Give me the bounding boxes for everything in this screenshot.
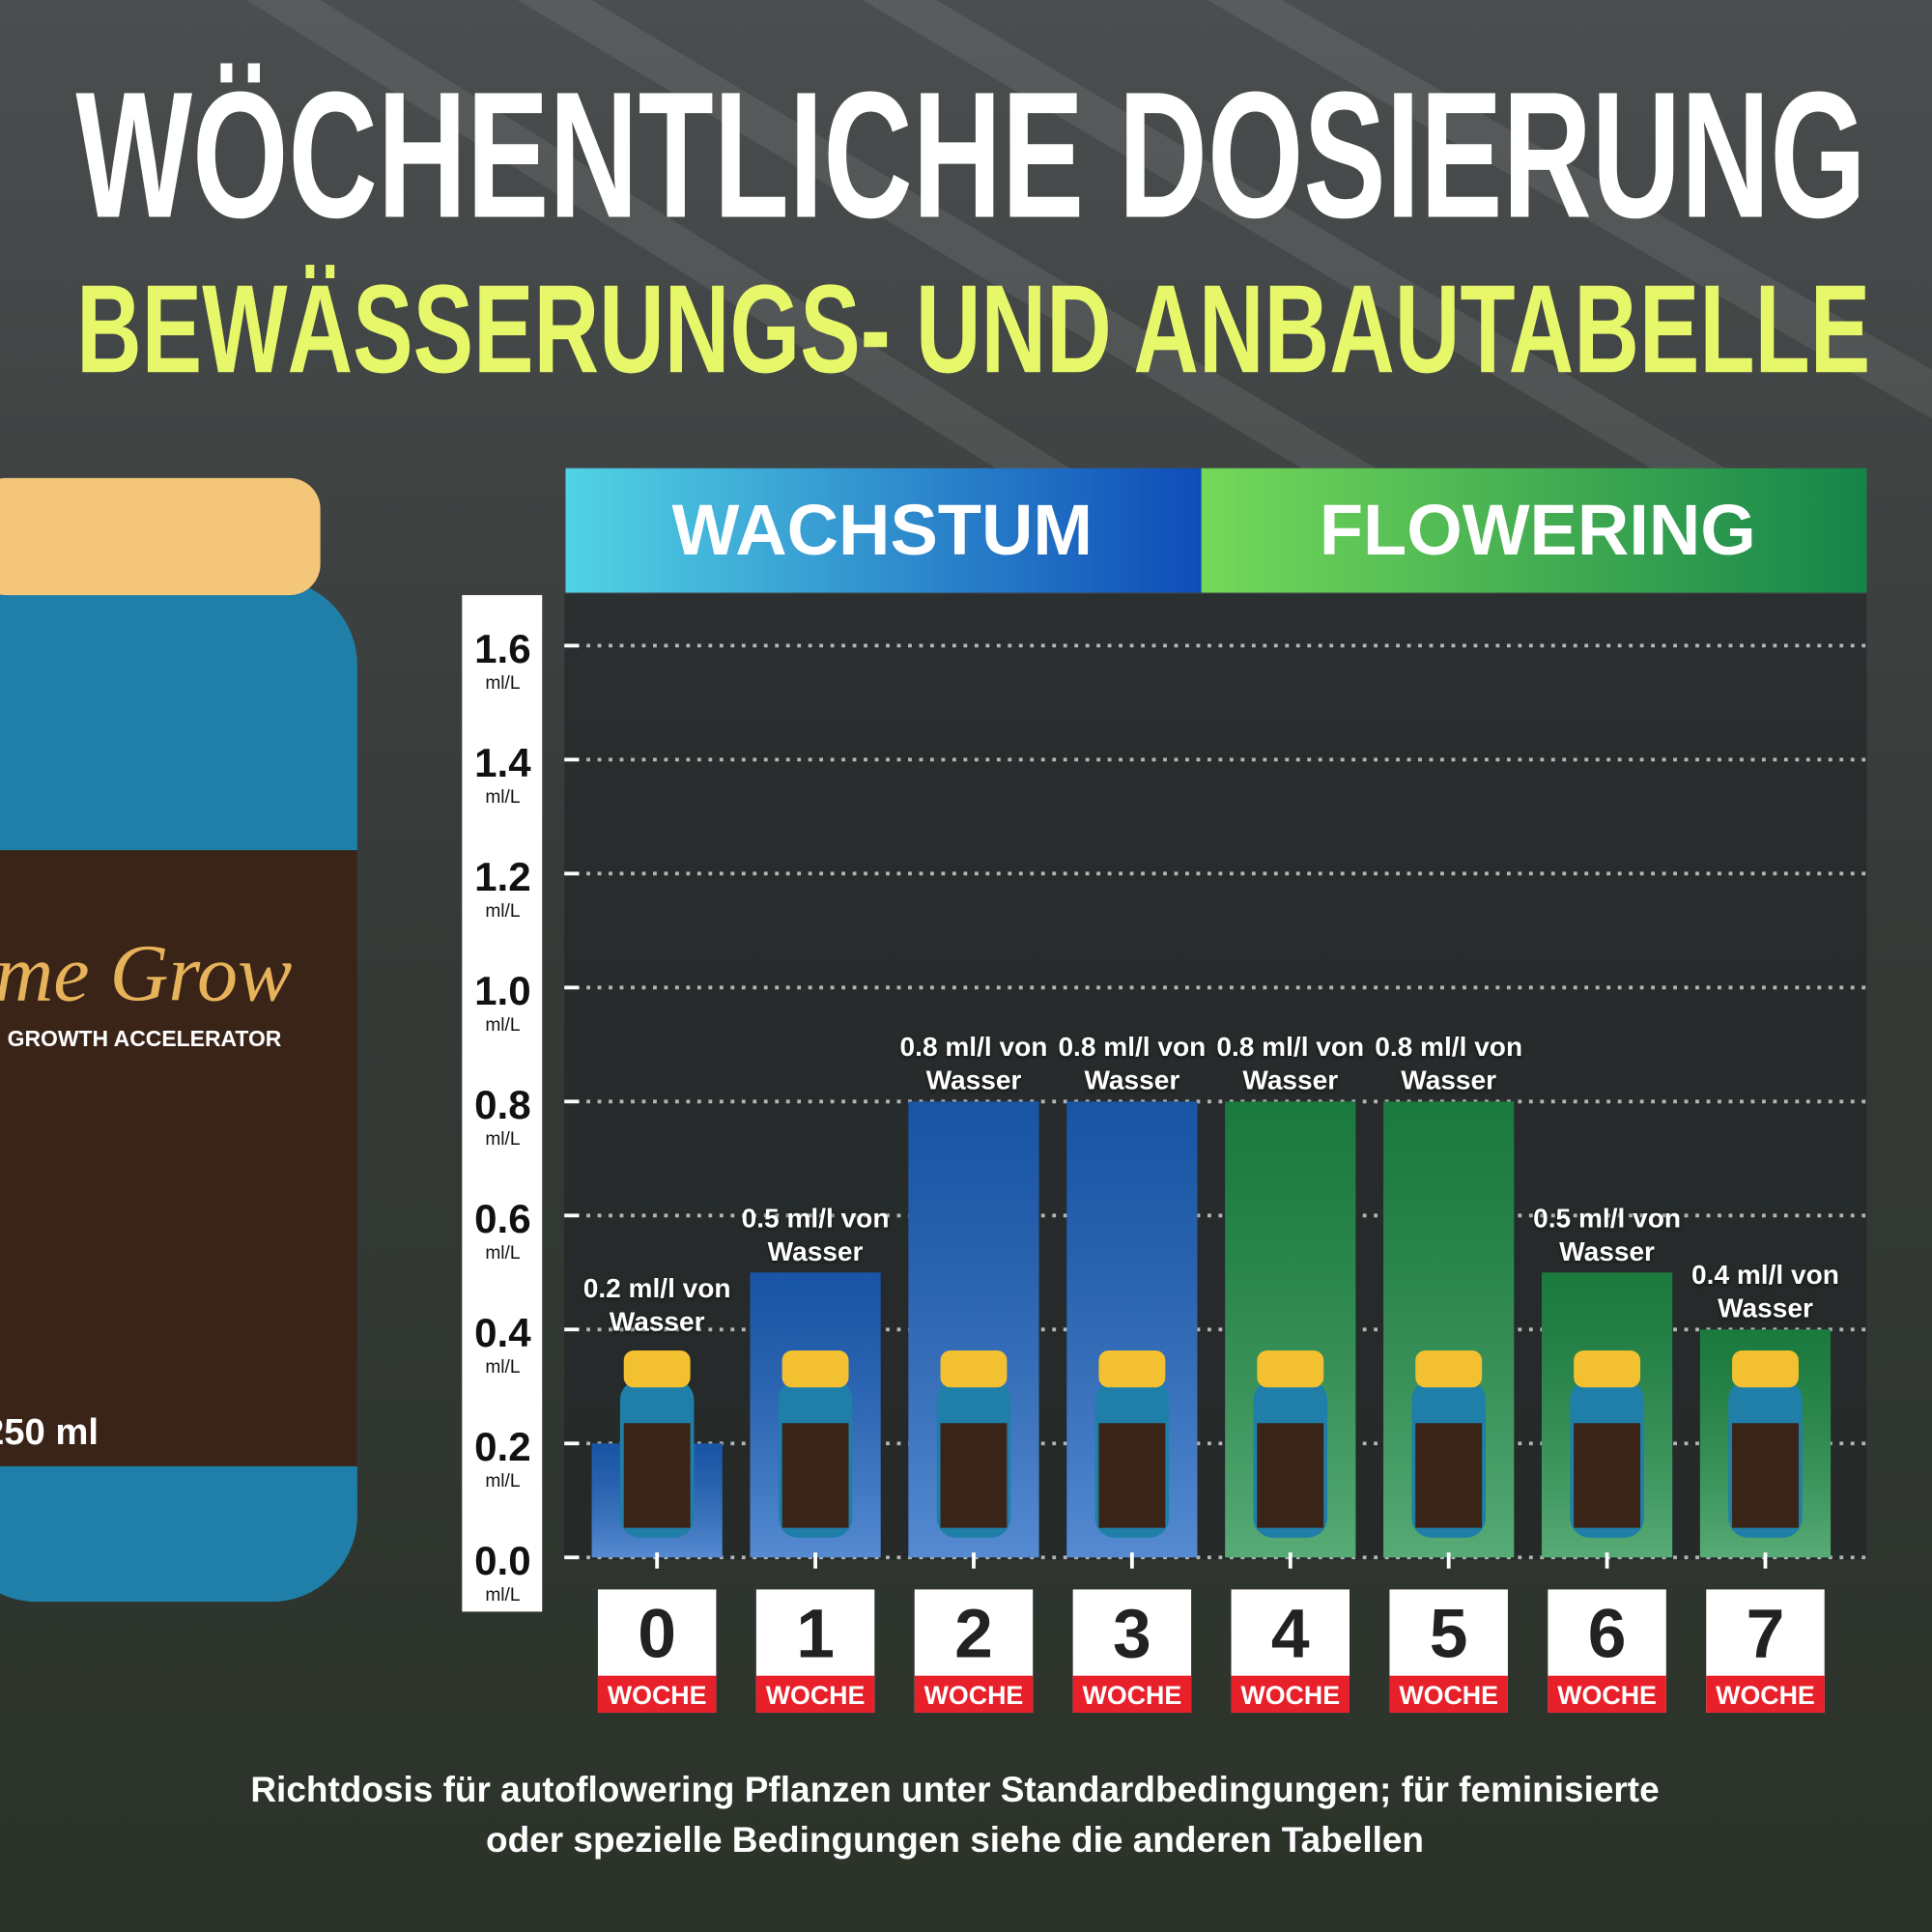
bottle [1728, 1350, 1803, 1538]
x-label-strip [1389, 1675, 1508, 1713]
y-unit-label: ml/L [485, 1585, 520, 1605]
x-unit-label: WOCHE [608, 1681, 707, 1710]
bottle [1570, 1350, 1644, 1538]
chart-subtitle: BEWÄSSERUNGS- UND ANBAUTABELLE [76, 258, 1870, 399]
x-label-strip [1548, 1675, 1666, 1713]
y-unit-label: ml/L [485, 1015, 520, 1036]
x-tick-label: 0 [638, 1596, 676, 1673]
x-label-strip [1706, 1675, 1825, 1713]
x-unit-label: WOCHE [1240, 1681, 1340, 1710]
phase-label: WACHSTUM [671, 490, 1093, 570]
y-tick-label: 0.0 [474, 1538, 530, 1583]
product-jar: Madame Grow GROWTH ACCELERATOR 250 ml [0, 477, 357, 1603]
bottle [1253, 1350, 1328, 1538]
value-label: 0.8 ml/l von Wasser [1375, 1031, 1523, 1095]
y-tick-label: 0.6 [474, 1196, 530, 1241]
bottle [778, 1350, 853, 1538]
value-label: 0.5 ml/l von Wasser [1533, 1202, 1681, 1266]
phase-label: FLOWERING [1320, 490, 1756, 570]
bottle-cap [1098, 1350, 1166, 1388]
product-name: GROWTH ACCELERATOR [8, 1026, 282, 1051]
roof-stripes [246, 0, 1932, 494]
bottle-cap [1574, 1350, 1641, 1388]
value-label-box: 0.5 ml/l von Wasser [741, 1202, 890, 1266]
y-tick-label: 0.4 [474, 1310, 531, 1355]
y-unit-label: ml/L [485, 673, 520, 694]
bottle-label [623, 1423, 691, 1528]
x-tick-label: 6 [1588, 1596, 1627, 1673]
y-tick-label: 0.8 [474, 1082, 530, 1127]
y-unit-label: ml/L [485, 787, 520, 808]
x-unit-label: WOCHE [1716, 1681, 1815, 1710]
bottle-label [781, 1423, 849, 1528]
y-tick-label: 1.2 [474, 854, 530, 899]
x-label-strip [914, 1675, 1034, 1713]
x-tick-label: 7 [1747, 1596, 1785, 1673]
value-label-box: 0.8 ml/l von Wasser [1058, 1031, 1207, 1095]
bottle-cap [623, 1350, 691, 1388]
value-label: 0.2 ml/l von Wasser [582, 1272, 731, 1337]
y-unit-label: ml/L [485, 1243, 520, 1264]
x-unit-label: WOCHE [1557, 1681, 1657, 1710]
x-label-strip [1072, 1675, 1192, 1713]
bottle-cap [1257, 1350, 1324, 1388]
value-label-box: 0.8 ml/l von Wasser [899, 1031, 1048, 1095]
footnote: oder spezielle Bedingungen siehe die and… [486, 1820, 1424, 1860]
x-label-strip [597, 1675, 717, 1713]
bottle-label [1257, 1423, 1324, 1528]
y-tick-label: 1.4 [474, 740, 531, 785]
y-axis-panel [462, 595, 543, 1612]
x-unit-label: WOCHE [924, 1681, 1024, 1710]
chart-title: WÖCHENTLICHE DOSIERUNG [75, 54, 1865, 255]
bottle-label [1098, 1423, 1166, 1528]
product-brand: Madame Grow [0, 929, 292, 1019]
bottle-cap [1732, 1350, 1799, 1388]
phase-header [565, 468, 1202, 593]
bottle-cap [781, 1350, 849, 1388]
value-label-box: 0.8 ml/l von Wasser [1375, 1031, 1523, 1095]
value-label: 0.8 ml/l von Wasser [1058, 1031, 1207, 1095]
bottle-label [1574, 1423, 1641, 1528]
value-label-box: 0.4 ml/l von Wasser [1691, 1259, 1839, 1323]
bottle [1411, 1350, 1486, 1538]
x-label-strip [1231, 1675, 1350, 1713]
x-tick-label: 3 [1113, 1596, 1151, 1673]
bottle-label [940, 1423, 1008, 1528]
y-tick-label: 1.0 [474, 968, 530, 1013]
value-label-box: 0.2 ml/l von Wasser [582, 1272, 731, 1337]
product-volume: 250 ml [0, 1411, 99, 1453]
x-unit-label: WOCHE [1083, 1681, 1182, 1710]
value-label: 0.8 ml/l von Wasser [1216, 1031, 1365, 1095]
bottle-label [1732, 1423, 1799, 1528]
y-unit-label: ml/L [485, 1471, 520, 1492]
bottle [936, 1350, 1011, 1538]
bottle-label [1415, 1423, 1483, 1528]
value-label-box: 0.5 ml/l von Wasser [1533, 1202, 1681, 1266]
x-tick-label: 1 [796, 1596, 835, 1673]
phase-header [1201, 468, 1867, 593]
y-unit-label: ml/L [485, 1129, 520, 1150]
y-tick-label: 1.6 [474, 626, 530, 671]
bottle [619, 1350, 695, 1538]
y-unit-label: ml/L [485, 1357, 520, 1378]
value-label: 0.4 ml/l von Wasser [1691, 1259, 1839, 1323]
x-label-strip [755, 1675, 875, 1713]
value-label: 0.5 ml/l von Wasser [741, 1202, 890, 1266]
x-unit-label: WOCHE [766, 1681, 866, 1710]
value-label: 0.8 ml/l von Wasser [899, 1031, 1048, 1095]
bottle-cap [940, 1350, 1008, 1388]
x-unit-label: WOCHE [1399, 1681, 1498, 1710]
value-label-box: 0.8 ml/l von Wasser [1216, 1031, 1365, 1095]
x-tick-label: 4 [1271, 1596, 1310, 1673]
x-tick-label: 2 [954, 1596, 993, 1673]
footnote: Richtdosis für autoflowering Pflanzen un… [250, 1770, 1659, 1809]
bottle [1094, 1350, 1170, 1538]
y-unit-label: ml/L [485, 901, 520, 922]
y-tick-label: 0.2 [474, 1424, 530, 1469]
bottle-cap [1415, 1350, 1483, 1388]
x-tick-label: 5 [1430, 1596, 1468, 1673]
